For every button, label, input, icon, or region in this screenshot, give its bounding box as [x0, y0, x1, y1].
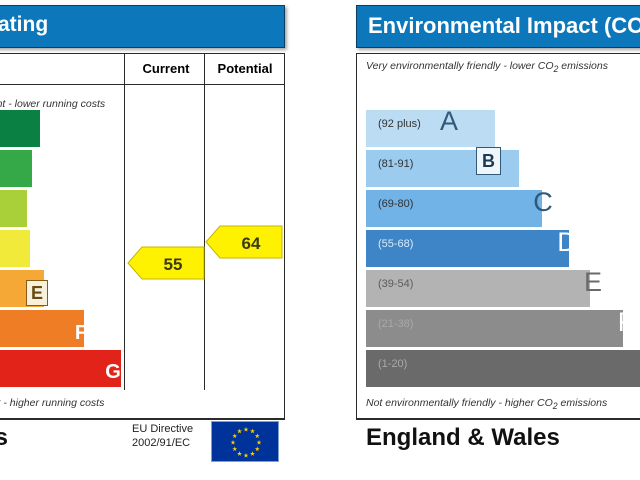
svg-text:64: 64 — [242, 234, 261, 253]
svg-text:55: 55 — [164, 255, 183, 274]
